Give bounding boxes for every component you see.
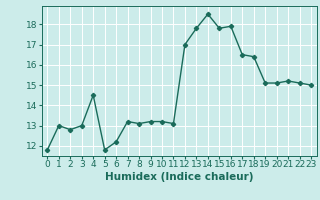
X-axis label: Humidex (Indice chaleur): Humidex (Indice chaleur) bbox=[105, 172, 253, 182]
